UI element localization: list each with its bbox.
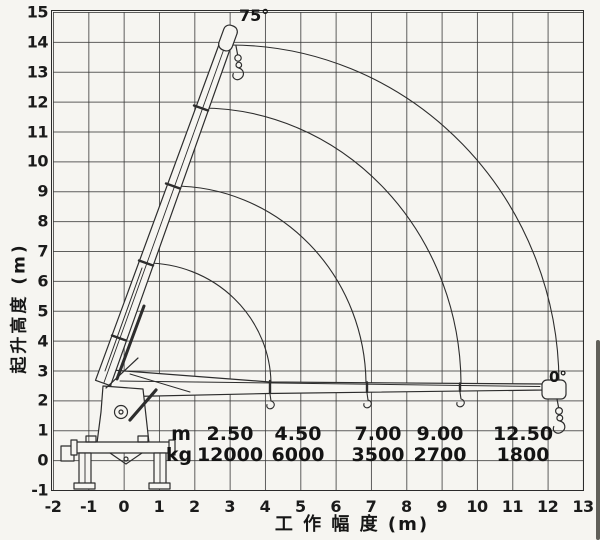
y-tick-label: 8 — [37, 211, 48, 231]
outrigger-right — [148, 452, 171, 490]
min-boom-angle-label: 0° — [549, 368, 567, 386]
scan-artifact — [596, 340, 600, 540]
hook-icon — [232, 45, 245, 81]
capacity-unit-label: kg — [165, 444, 193, 466]
y-tick-label: 14 — [26, 32, 49, 52]
x-tick-label: -1 — [79, 497, 97, 516]
load-radius-value: 4.50 — [274, 423, 322, 445]
x-tick-label: 3 — [224, 497, 235, 516]
x-axis-title: 工 作 幅 度 (m) — [274, 514, 430, 535]
y-tick-label: 11 — [26, 122, 49, 141]
load-capacity-value: 6000 — [271, 444, 325, 466]
x-tick-label: 10 — [466, 497, 488, 516]
y-tick-label: 12 — [26, 92, 49, 112]
y-tick-label: 6 — [37, 271, 48, 291]
max-boom-angle-label: 75° — [239, 6, 270, 25]
outrigger-left — [73, 452, 96, 490]
load-capacity-value: 3500 — [351, 444, 405, 466]
radius-unit-label: m — [171, 423, 191, 445]
load-capacity-value: 12000 — [196, 444, 264, 466]
hook-icon — [552, 398, 566, 434]
x-tick-label: 13 — [572, 497, 594, 516]
y-tick-label: 4 — [37, 331, 48, 351]
y-tick-label: 3 — [37, 361, 48, 380]
load-radius-value: 2.50 — [206, 423, 254, 445]
y-tick-label: 15 — [26, 2, 49, 22]
joint-hook-icon — [266, 391, 465, 410]
load-capacity-value: 2700 — [413, 444, 467, 466]
y-tick-label: 1 — [37, 420, 48, 440]
x-tick-label: 1 — [153, 497, 165, 516]
y-tick-label: 10 — [26, 151, 49, 171]
y-tick-label: 13 — [26, 62, 49, 82]
x-tick-label: 9 — [436, 497, 447, 516]
x-tick-label: 12 — [537, 497, 559, 516]
load-radius-value: 12.50 — [492, 423, 554, 445]
load-capacity-value: 1800 — [496, 444, 550, 466]
y-tick-label: -1 — [31, 480, 48, 500]
x-tick-label: 0 — [118, 497, 129, 516]
y-tick-label: 5 — [37, 301, 48, 321]
x-tick-label: 11 — [501, 497, 524, 516]
x-tick-label: 6 — [330, 497, 341, 516]
x-tick-label: 5 — [295, 497, 306, 516]
y-tick-label: 7 — [37, 241, 48, 261]
crane-base — [60, 435, 176, 490]
boom-swing-arcs — [145, 44, 560, 386]
load-radius-value: 7.00 — [354, 423, 402, 445]
x-tick-label: 4 — [259, 497, 271, 516]
x-tick-label: 7 — [365, 497, 377, 516]
y-tick-label: 9 — [37, 181, 48, 201]
raised-boom — [94, 24, 245, 387]
x-tick-label: -2 — [44, 497, 62, 516]
x-tick-label: 2 — [189, 497, 200, 516]
x-tick-label: 8 — [401, 497, 412, 516]
plot-border — [51, 10, 584, 491]
load-radius-value: 9.00 — [416, 423, 464, 445]
y-tick-label: 2 — [37, 390, 48, 410]
y-tick-label: 0 — [37, 450, 48, 470]
